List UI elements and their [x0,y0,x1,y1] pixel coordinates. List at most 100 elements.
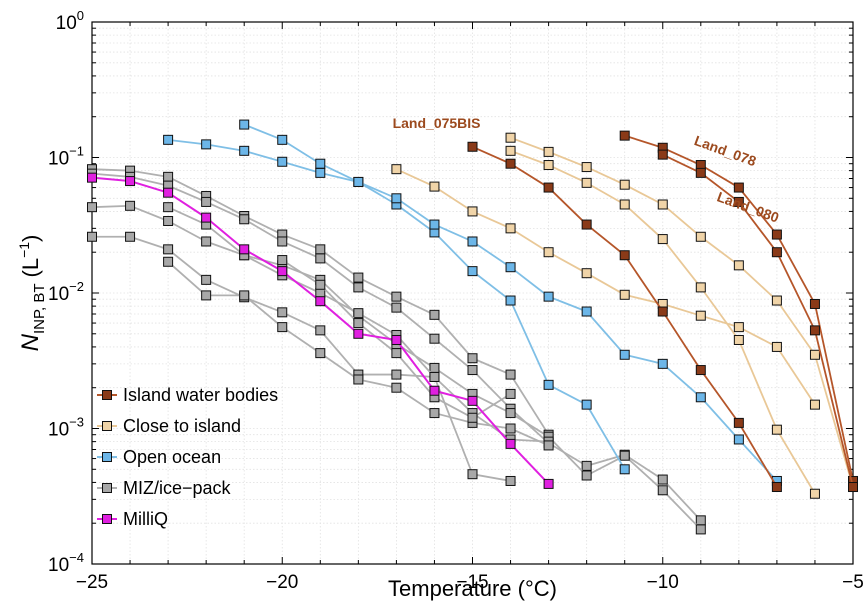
data-point [695,392,706,403]
data-point [353,318,364,329]
data-point [201,236,212,247]
data-point [429,385,440,396]
data-point [657,306,668,317]
series-6 [163,134,630,475]
data-point [391,334,402,345]
data-point [163,134,174,145]
data-point [353,328,364,339]
data-point [163,256,174,267]
data-point [201,139,212,150]
x-tick-label: −15 [456,572,488,593]
data-point [505,369,516,380]
data-point [467,236,478,247]
legend-swatch-marker [102,421,112,431]
y-tick-label: 10−4 [48,550,84,576]
data-point [277,255,288,266]
x-tick-label: −10 [647,572,679,593]
data-point [315,296,326,307]
legend-swatch-marker [102,483,112,493]
data-point [391,369,402,380]
data-point [619,179,630,190]
data-point [505,295,516,306]
data-point [619,130,630,141]
data-point [391,164,402,175]
data-point [353,308,364,319]
data-point [581,268,592,279]
data-point [771,247,782,258]
data-point [277,266,288,277]
data-point [657,358,668,369]
series-annotation: Land_075BIS [393,115,481,131]
legend-item-1: Close to island [97,416,241,436]
legend-swatch-marker [102,452,112,462]
legend-swatch-marker [102,390,112,400]
data-point [809,399,820,410]
data-point [353,272,364,283]
series-15 [87,172,554,489]
data-point [277,134,288,145]
data-point [163,215,174,226]
series-5 [391,164,820,410]
data-point [733,322,744,333]
data-point [619,250,630,261]
series-1 [619,130,858,486]
data-point [733,434,744,445]
y-axis-title-unit-close: ) [18,235,43,242]
series-line [662,153,854,488]
data-point [543,160,554,171]
legend: Island water bodies Close to island Open o… [97,385,278,529]
data-point [505,408,516,419]
data-point [163,171,174,182]
series-line [510,136,854,488]
data-point [315,167,326,178]
data-point [848,482,858,493]
data-point [695,515,706,526]
y-axis-title-main: N [17,333,44,351]
data-point [505,132,516,143]
data-point [809,349,820,360]
data-point [581,177,592,188]
data-point [467,469,478,480]
data-point [733,182,744,193]
data-point [771,341,782,352]
x-tick-label: −20 [266,572,298,593]
data-point [277,236,288,247]
data-point [505,145,516,156]
data-point [163,202,174,213]
data-point [543,182,554,193]
legend-label: MilliQ [123,509,168,529]
data-point [315,288,326,298]
y-axis-title-unit-exponent: −1 [16,242,32,258]
data-point [125,200,136,211]
data-point [467,412,478,423]
data-point [391,291,402,302]
legend-item-2: Open ocean [97,447,221,467]
data-point [315,279,326,290]
y-axis-title: NINP, BT (L−1) [16,235,48,352]
data-point [87,202,97,213]
data-point [201,196,212,207]
data-point [315,244,326,255]
data-point [315,158,326,169]
data-point [581,470,592,481]
data-point [201,212,212,223]
data-point [467,365,478,376]
data-point [695,282,706,293]
legend-label: Close to island [123,416,241,436]
data-point [619,450,630,461]
x-tick-label: −25 [76,572,108,593]
data-point [201,274,212,285]
data-point [391,302,402,313]
data-point [809,488,820,499]
data-point [87,172,97,183]
data-point [809,325,820,336]
data-point [619,199,630,210]
data-point [353,176,364,187]
series-line [396,168,816,406]
data-point [391,193,402,204]
data-point [429,333,440,344]
data-point [619,289,630,300]
legend-item-4: MilliQ [97,509,168,529]
data-point [771,229,782,240]
data-point [619,349,630,360]
